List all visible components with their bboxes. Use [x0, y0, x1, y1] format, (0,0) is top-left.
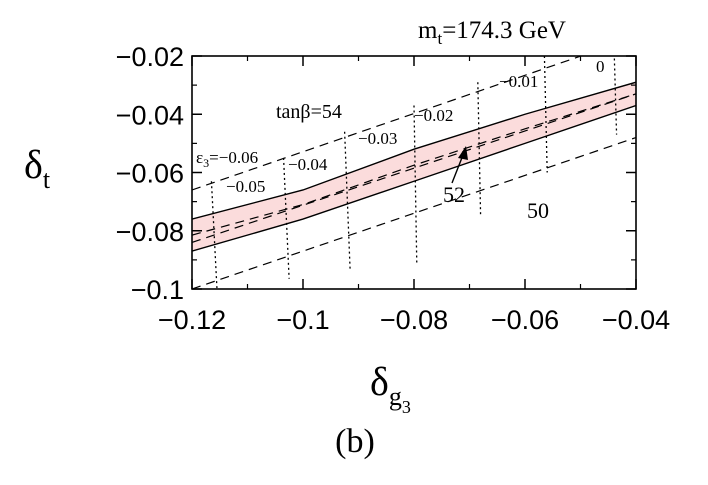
mass-label: mt=174.3 GeV	[418, 17, 566, 48]
epsilon-line-2	[343, 131, 351, 272]
tanbeta-52-label: 52	[443, 182, 465, 207]
eps-label-m005: −0.05	[226, 177, 265, 196]
tanbeta-line-54	[192, 56, 583, 191]
tanbeta-50-label: 50	[527, 198, 549, 223]
eps-label-0: 0	[596, 57, 605, 76]
y-axis-label: δt	[24, 142, 51, 194]
epsilon-line-4	[477, 82, 482, 217]
y-tick-label: −0.06	[116, 159, 184, 189]
x-tick-label: −0.04	[602, 305, 670, 335]
x-axis-label: δg3	[370, 359, 411, 417]
tanbeta-54-label: tanβ=54	[276, 101, 342, 123]
epsilon-line-1	[282, 157, 290, 279]
epsilon3-label: ε3=−0.06	[196, 148, 258, 170]
x-tick-label: −0.1	[276, 305, 329, 335]
epsilon-line-3	[413, 105, 418, 263]
eps-label-m002: −0.02	[414, 106, 453, 125]
tanbeta-line-50	[192, 136, 636, 289]
allowed-band	[192, 82, 636, 252]
tanbeta-52-arrowhead	[458, 146, 468, 160]
eps-label-m001: −0.01	[499, 72, 538, 91]
x-tick-label: −0.08	[380, 305, 448, 335]
eps-label-m003: −0.03	[358, 129, 397, 148]
band-upper-edge	[192, 81, 636, 220]
x-tick-label: −0.06	[491, 305, 559, 335]
y-tick-label: −0.1	[131, 275, 184, 305]
eps-label-m004: −0.04	[288, 155, 328, 174]
y-tick-label: −0.02	[116, 42, 184, 72]
tanbeta-line-52	[192, 93, 636, 243]
epsilon-line-6	[613, 56, 618, 135]
band-center-line	[192, 93, 636, 236]
band-lower-edge	[192, 104, 636, 252]
y-tick-label: −0.04	[116, 100, 184, 130]
x-tick-label: −0.12	[158, 305, 226, 335]
y-tick-label: −0.08	[116, 217, 184, 247]
panel-label: (b)	[335, 423, 375, 460]
